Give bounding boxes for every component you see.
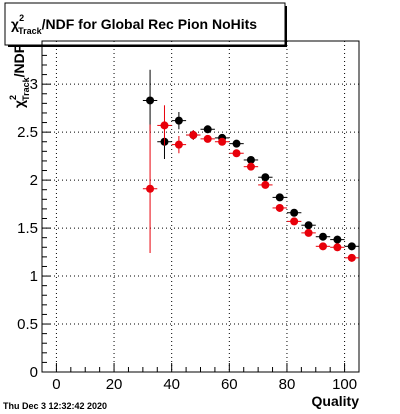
title-sub: Track: [18, 26, 43, 36]
data-point: [304, 228, 313, 237]
data-point: [232, 139, 241, 148]
data-point: [146, 96, 155, 105]
data-point: [290, 217, 299, 226]
data-point: [347, 253, 356, 262]
title-box-shadow-right: [285, 6, 287, 47]
data-point: [318, 232, 327, 241]
data-point: [333, 243, 342, 252]
data-point: [174, 116, 183, 125]
x-axis-title: Quality: [312, 393, 360, 409]
title-box-frame: [4, 2, 286, 46]
data-point: [203, 125, 212, 134]
grid-layer: [42, 41, 359, 373]
data-point: [174, 140, 183, 149]
ylabel-sup: 2: [8, 95, 18, 100]
data-layer: [142, 69, 359, 262]
y-tick-label: 0.5: [17, 316, 38, 333]
data-point: [218, 137, 227, 146]
x-tick-label: 60: [221, 376, 238, 393]
title-box: χ2 Track/NDF for Global Rec Pion NoHits: [4, 2, 287, 47]
data-point: [347, 242, 356, 251]
chart-title: χ2 Track/NDF for Global Rec Pion NoHits: [11, 13, 257, 36]
data-point: [275, 193, 284, 202]
plot-frame: [41, 40, 360, 373]
y-tick-label: 0: [30, 364, 38, 381]
data-point: [246, 155, 255, 164]
data-point: [203, 134, 212, 143]
data-point: [261, 173, 270, 182]
y-tick-label: 1.5: [17, 220, 38, 237]
x-tick-label: 0: [52, 376, 60, 393]
title-box-shadow-bottom: [8, 45, 287, 47]
data-point: [232, 149, 241, 158]
x-tick-label: 20: [106, 376, 123, 393]
timestamp: Thu Dec 3 12:32:42 2020: [3, 401, 107, 411]
axis-layer: 0 20 40 60 80 100 0 0.5 1 1.5 2 2.5 3: [17, 45, 360, 393]
ylabel-sub: Track: [21, 76, 31, 101]
ylabel-chi: χ: [11, 100, 27, 108]
data-point: [146, 184, 155, 193]
y-tick-label: 2: [30, 172, 38, 189]
x-tick-label: 100: [332, 376, 357, 393]
y-axis-title: χ2 Track/NDF: [8, 44, 31, 108]
data-point: [318, 242, 327, 251]
y-tick-label: 2.5: [17, 124, 38, 141]
y-tick-label: 1: [30, 268, 38, 285]
title-text: /NDF for Global Rec Pion NoHits: [42, 16, 258, 32]
data-point: [304, 221, 313, 230]
data-point: [275, 203, 284, 212]
data-point: [333, 235, 342, 244]
y-tick-label: 3: [30, 76, 38, 93]
data-point: [290, 208, 299, 217]
data-point: [261, 180, 270, 189]
ylabel-text: /NDF: [11, 44, 27, 77]
title-sup: 2: [19, 13, 24, 23]
data-point: [246, 162, 255, 171]
x-tick-label: 40: [163, 376, 180, 393]
x-tick-label: 80: [279, 376, 296, 393]
data-point: [160, 121, 169, 130]
title-chi: χ: [11, 16, 19, 32]
data-point: [189, 131, 198, 140]
